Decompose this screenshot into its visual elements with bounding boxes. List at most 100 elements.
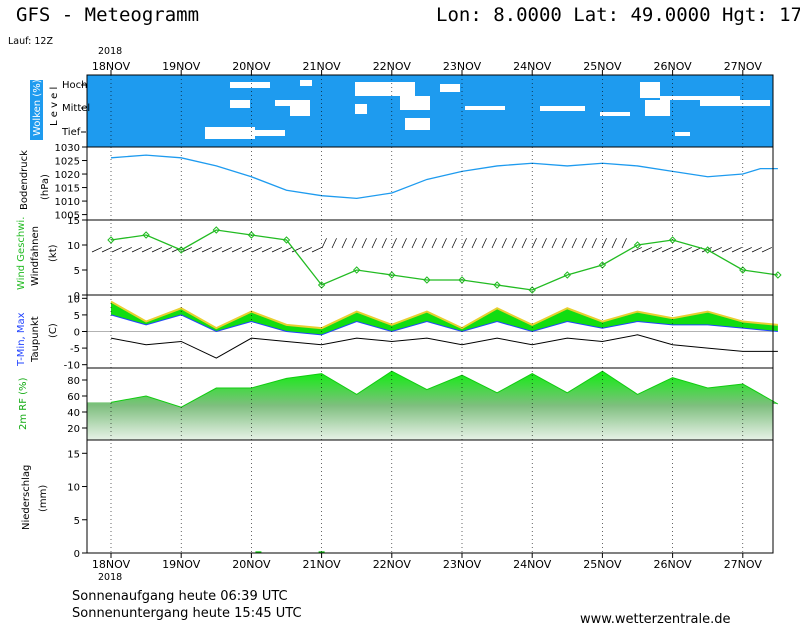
temp-tick-label: -5 <box>70 344 80 355</box>
wind-barb <box>361 238 367 249</box>
wind-barb <box>111 247 122 253</box>
year-label-bottom: 2018 <box>98 572 122 583</box>
sunrise-text: Sonnenaufgang heute 06:39 UTC <box>72 589 288 604</box>
wind-speed-point <box>388 271 396 279</box>
cloud-gap <box>640 82 660 98</box>
rh-tick-label: 40 <box>67 408 80 419</box>
wind-barb <box>151 247 162 253</box>
cloud-level-label-hoch: Hoch <box>62 80 87 91</box>
wind-barb <box>441 238 447 249</box>
wind-ylabel: Wind Geschwi. <box>16 217 27 290</box>
wind-barb <box>721 247 732 253</box>
wind-tick-label: 10 <box>67 241 80 252</box>
cloud-gap <box>405 118 430 130</box>
date-label-top: 24NOV <box>513 60 552 73</box>
wind-barb <box>91 247 102 253</box>
panel-frame-wind <box>86 219 774 296</box>
rh-line <box>110 370 779 408</box>
cloud-gap <box>440 84 460 92</box>
date-label-top: 22NOV <box>373 60 412 73</box>
wind-barb <box>511 238 517 249</box>
temp-unit: (C) <box>48 323 59 338</box>
wind-barb <box>251 247 262 253</box>
wind-barb <box>271 247 282 253</box>
wind-barb <box>531 238 537 249</box>
rh-tick-label: 60 <box>67 392 80 403</box>
pressure-tick-label: 1030 <box>55 143 80 154</box>
cloud-gap <box>275 100 295 106</box>
wind-unit: (kt) <box>48 244 59 262</box>
wind-barb <box>391 238 397 249</box>
wind-barb <box>141 247 152 253</box>
cloud-level-axis-label: L e v e l <box>49 87 60 126</box>
wind-speed-point <box>352 266 361 274</box>
wind-barb <box>491 238 497 249</box>
wind-speed-point <box>142 231 150 239</box>
wind-speed-point <box>563 271 572 279</box>
wind-barb <box>671 247 682 253</box>
sunset-text: Sonnenuntergang heute 15:45 UTC <box>72 606 302 621</box>
tmin-line <box>110 314 778 336</box>
wind-barb <box>611 238 617 249</box>
cloud-gap <box>600 112 630 116</box>
wind-barb <box>331 238 337 249</box>
rh-tick-label: 20 <box>67 424 80 435</box>
precip-bar <box>318 551 325 553</box>
cloud-ylabel: Wolken (%) L e v e l <box>30 79 60 140</box>
wind-barb <box>651 247 662 253</box>
wind-barb <box>501 238 507 249</box>
wind-barb <box>191 247 202 253</box>
wind-barb <box>371 238 377 249</box>
cloud-level-label-mittel: Mittel <box>62 103 90 114</box>
wind-barb <box>311 247 322 253</box>
wind-speed-point <box>739 266 747 274</box>
cloud-gap <box>400 96 430 110</box>
cloud-gap <box>540 106 585 111</box>
cloud-gap <box>230 100 250 108</box>
temp-tick-label: 5 <box>74 311 80 322</box>
wind-speed-point <box>177 246 185 254</box>
wind-speed-point <box>282 236 291 244</box>
wind-speed-point <box>633 241 642 249</box>
panel-frame-precip <box>86 439 774 554</box>
wind-speed-point <box>212 226 221 234</box>
cloud-gap <box>300 80 312 86</box>
wind-barb <box>541 238 547 249</box>
wind-barb <box>301 247 312 253</box>
wind-barb <box>471 238 477 249</box>
cloud-gap <box>675 132 690 136</box>
wind-barb <box>281 247 292 253</box>
wind-barb <box>731 247 742 253</box>
precip-tick-label: 0 <box>74 549 80 560</box>
date-label-top: 27NOV <box>724 60 763 73</box>
cloud-gap <box>355 82 415 96</box>
wind-barb <box>131 247 142 253</box>
pressure-tick-label: 1010 <box>55 197 80 208</box>
wind-barb <box>261 247 272 253</box>
wind-barb <box>641 247 652 253</box>
cloud-ylabel-bg <box>30 80 43 140</box>
date-label-top: 25NOV <box>583 60 622 73</box>
precip-tick-label: 15 <box>67 449 80 460</box>
date-label-bottom: 21NOV <box>302 558 341 571</box>
wind-barb <box>521 238 527 249</box>
wind-speed-point <box>107 236 115 244</box>
cloud-gap <box>645 100 670 116</box>
pressure-tick-label: 1005 <box>55 211 80 222</box>
wind-speed-point <box>493 281 501 289</box>
precip-bar <box>255 551 262 553</box>
wind-barb <box>101 247 112 253</box>
wind-speed-point <box>528 286 536 294</box>
wind-speed-point <box>703 246 712 254</box>
wind-barb <box>481 238 487 249</box>
wind-speed-point <box>458 276 466 284</box>
wind-barb <box>291 247 302 253</box>
wind-barb <box>631 247 642 253</box>
plot-layer: HochMittelTief10051010101510201025103005… <box>55 60 782 571</box>
date-label-bottom: 26NOV <box>653 558 692 571</box>
wind-barb <box>461 238 467 249</box>
cloud-level-label-tief: Tief <box>61 127 81 138</box>
date-label-bottom: 19NOV <box>162 558 201 571</box>
wind-barb <box>751 247 762 253</box>
cloud-gap <box>465 106 505 110</box>
